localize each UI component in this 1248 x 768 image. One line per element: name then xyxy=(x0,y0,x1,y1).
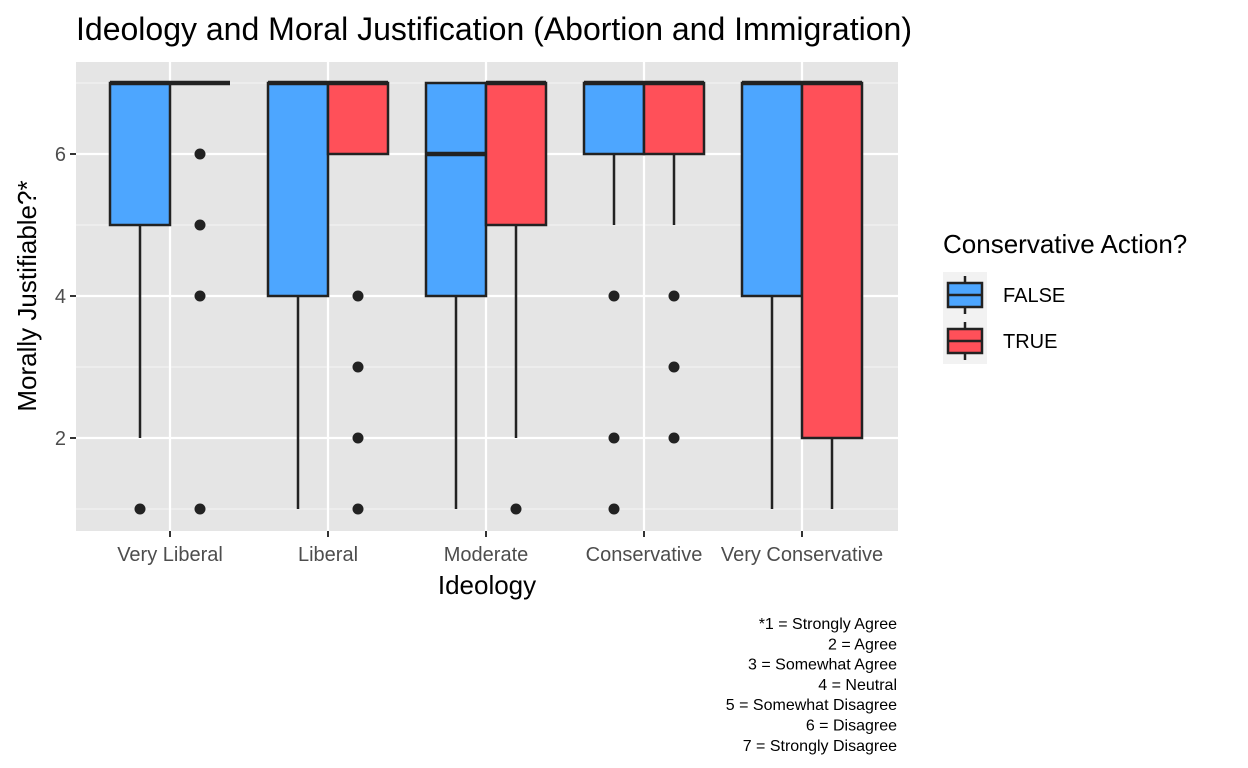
legend-label: FALSE xyxy=(1003,285,1065,307)
outlier-point xyxy=(608,432,620,444)
caption-line: 2 = Agree xyxy=(828,636,897,653)
outlier-point xyxy=(352,432,364,444)
outlier-point xyxy=(668,290,680,302)
caption-line: 4 = Neutral xyxy=(818,677,897,694)
caption-line: *1 = Strongly Agree xyxy=(759,616,897,633)
x-tick-label: Moderate xyxy=(444,544,529,566)
outlier-point xyxy=(510,503,522,515)
x-tick-label: Very Conservative xyxy=(721,544,883,566)
outlier-point xyxy=(194,148,206,160)
caption-line: 5 = Somewhat Disagree xyxy=(726,697,897,714)
legend-title: Conservative Action? xyxy=(943,229,1187,259)
chart-title: Ideology and Moral Justification (Aborti… xyxy=(76,11,912,47)
x-tick-label: Conservative xyxy=(586,544,703,566)
y-axis-title: Morally Justifiable?* xyxy=(12,180,42,411)
outlier-point xyxy=(668,361,680,373)
box-false-conservative xyxy=(582,80,646,515)
outlier-point xyxy=(668,432,680,444)
outlier-point xyxy=(194,219,206,231)
box-body xyxy=(582,81,646,156)
box-true-very-liberal xyxy=(170,80,230,515)
box-body xyxy=(424,81,488,298)
box-body xyxy=(484,81,548,227)
y-tick-label: 6 xyxy=(55,144,66,166)
caption-line: 7 = Strongly Disagree xyxy=(743,738,897,755)
box-body xyxy=(266,81,330,298)
box-false-very-liberal xyxy=(108,80,172,515)
legend-item-true: TRUE xyxy=(943,318,1057,364)
outlier-point xyxy=(352,290,364,302)
axes: 2 4 6 Very Liberal Liberal Moderate Conservati… xyxy=(55,144,883,566)
x-tick-label: Liberal xyxy=(298,544,358,566)
box-true-conservative xyxy=(642,80,706,444)
box-false-liberal xyxy=(266,80,330,509)
caption-line: 6 = Disagree xyxy=(806,718,897,735)
legend: Conservative Action? FALSE TRUE xyxy=(943,229,1187,364)
box-body xyxy=(642,81,706,156)
outlier-point xyxy=(134,503,146,515)
outlier-point xyxy=(608,503,620,515)
legend-item-false: FALSE xyxy=(943,272,1065,318)
box-false-moderate xyxy=(424,81,488,509)
caption-line: 3 = Somewhat Agree xyxy=(748,657,897,674)
box-body xyxy=(800,81,864,440)
box-false-very-conservative xyxy=(740,80,804,509)
box-true-very-conservative xyxy=(800,80,864,509)
legend-label: TRUE xyxy=(1003,331,1057,353)
box-true-moderate xyxy=(484,80,548,515)
box-body xyxy=(326,81,390,156)
outlier-point xyxy=(352,503,364,515)
outlier-point xyxy=(194,290,206,302)
box-body xyxy=(740,81,804,298)
box-true-liberal xyxy=(326,80,390,515)
outlier-point xyxy=(194,503,206,515)
outlier-point xyxy=(608,290,620,302)
box-layer xyxy=(108,80,864,515)
caption: *1 = Strongly Agree 2 = Agree 3 = Somewhat… xyxy=(726,616,897,755)
box-body xyxy=(108,81,172,227)
outlier-point xyxy=(352,361,364,373)
x-tick-label: Very Liberal xyxy=(117,544,223,566)
y-tick-label: 4 xyxy=(55,286,66,308)
y-tick-label: 2 xyxy=(55,428,66,450)
x-axis-title: Ideology xyxy=(438,570,536,600)
